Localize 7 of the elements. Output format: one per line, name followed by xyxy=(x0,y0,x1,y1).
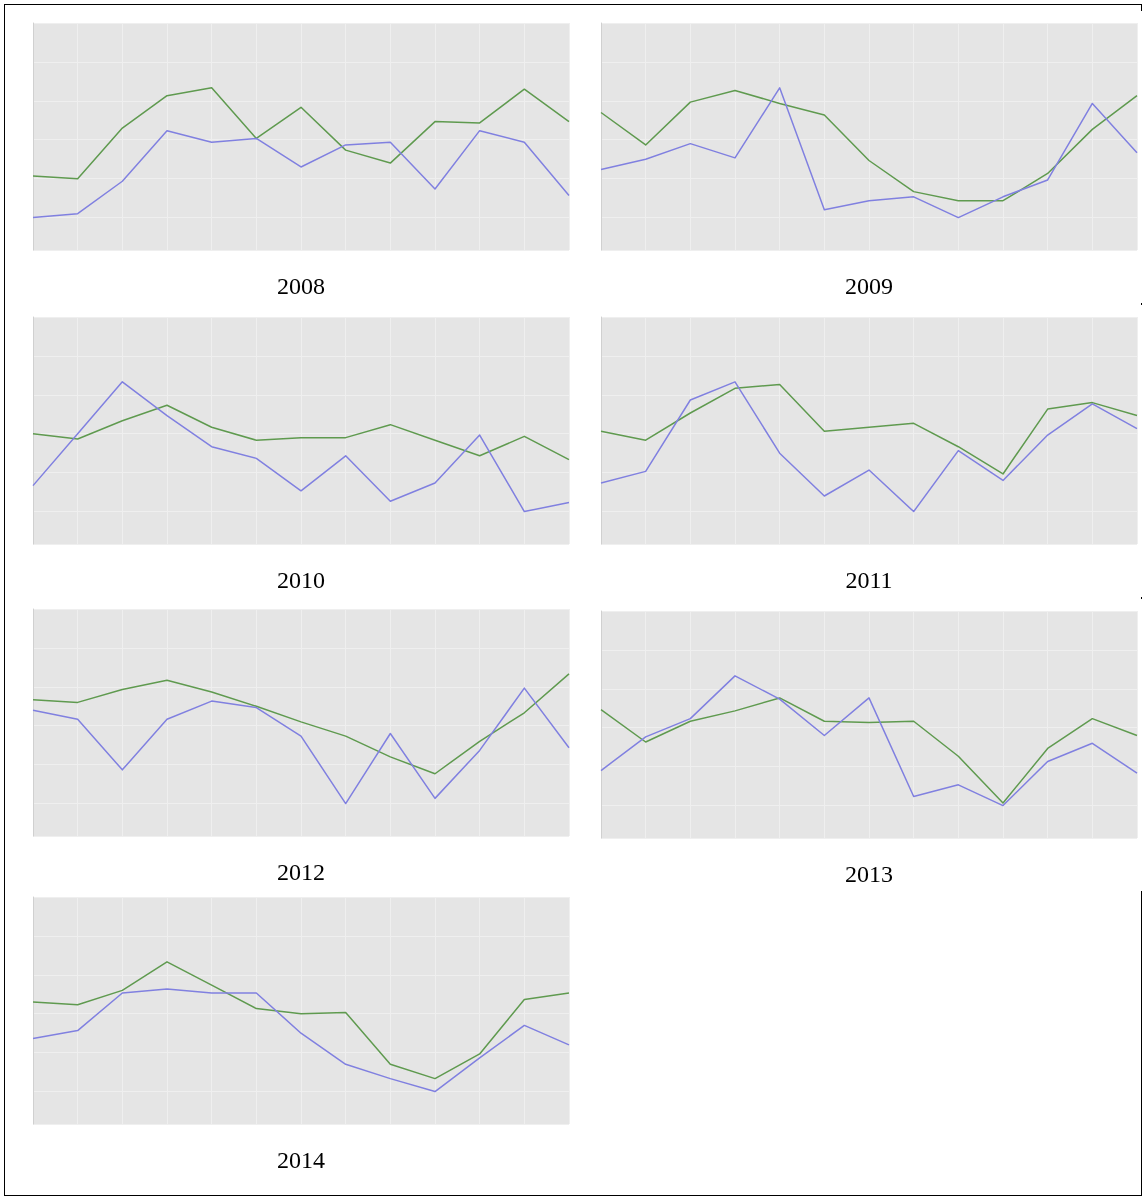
x-axis-title: 2009 xyxy=(845,273,893,299)
x-axis-title: 2012 xyxy=(277,859,325,885)
x-axis-title: 2011 xyxy=(845,567,893,593)
x-axis-title: 2013 xyxy=(845,861,893,887)
x-axis-title: 2008 xyxy=(277,273,325,299)
x-axis-title: 2014 xyxy=(277,1147,325,1173)
x-axis-title: 2010 xyxy=(277,567,325,593)
